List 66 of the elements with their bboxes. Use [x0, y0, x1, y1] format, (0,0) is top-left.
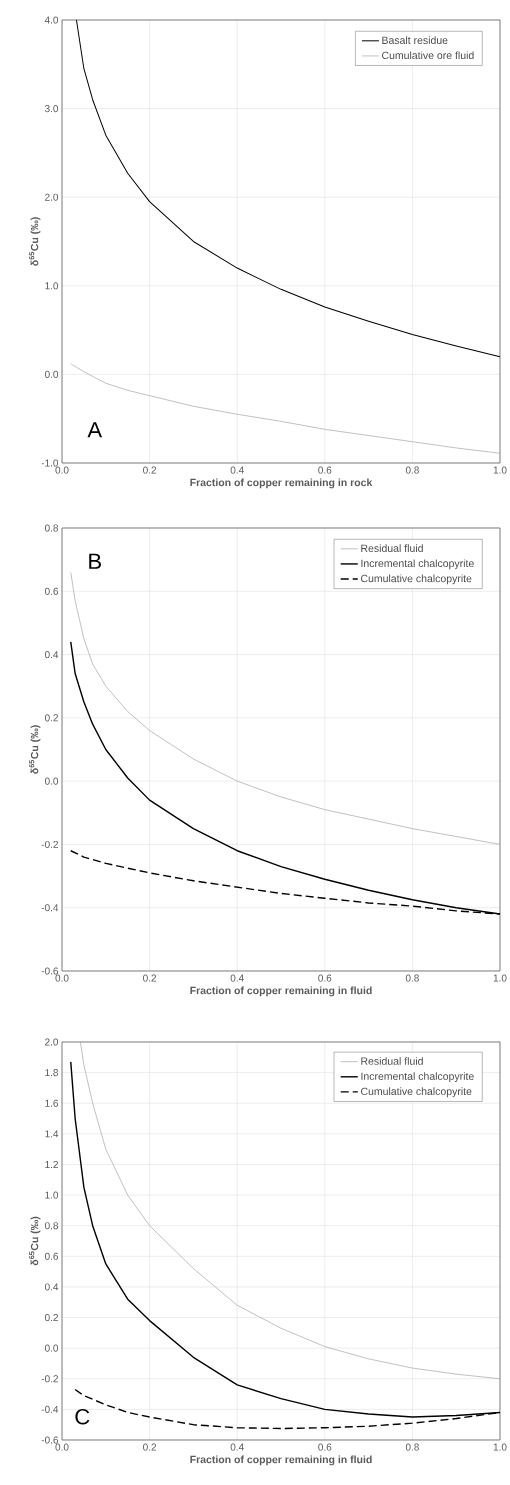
x-tick-label: 0.0 — [55, 1443, 69, 1451]
y-tick-label: -0.6 — [41, 1436, 58, 1444]
x-tick-label: 0.8 — [405, 1443, 419, 1451]
y-tick-label: -0.6 — [41, 967, 58, 975]
x-tick-label: 0.0 — [55, 466, 69, 474]
y-tick-label: 0.4 — [44, 651, 59, 659]
y-tick-label: 1.6 — [45, 1099, 58, 1107]
y-tick-label: 4.0 — [44, 16, 58, 24]
y-axis-title: δ$^{65}$Cu (‰) — [28, 725, 41, 774]
legend-label: Basalt residue — [382, 36, 448, 44]
y-tick-label: 0.6 — [44, 1252, 58, 1260]
y-tick-label: -0.2 — [41, 1375, 58, 1383]
x-tick-label: 0.4 — [230, 974, 244, 982]
line-series — [79, 1041, 501, 1380]
y-tick-label: -0.4 — [41, 1405, 59, 1413]
x-tick-label: 1.0 — [493, 1443, 507, 1451]
y-tick-label: 1.0 — [45, 1191, 58, 1199]
y-tick-label: 1.8 — [45, 1069, 58, 1077]
legend-label: Incremental chalcopyrite — [361, 1072, 474, 1083]
y-tick-label: 0.6 — [44, 587, 58, 595]
y-tick-label: -1.0 — [41, 459, 58, 467]
y-tick-label: 1.2 — [45, 1160, 58, 1168]
legend-label: Cumulative ore fluid — [381, 51, 474, 60]
legend-label: Residual fluid — [361, 544, 423, 552]
x-axis-title: Fraction of copper remaining in rock — [190, 478, 373, 489]
x-tick-label: 0.0 — [55, 974, 69, 982]
y-tick-label: -0.2 — [41, 840, 58, 848]
x-tick-label: 0.4 — [230, 1443, 244, 1451]
x-tick-label: 1.0 — [493, 974, 507, 982]
y-tick-label: 3.0 — [44, 105, 58, 113]
y-tick-label: 0.4 — [44, 1283, 59, 1291]
x-tick-label: 0.8 — [405, 974, 419, 982]
x-tick-label: 0.8 — [405, 466, 419, 474]
y-tick-label: 1.4 — [45, 1130, 59, 1138]
legend-label: Residual fluid — [361, 1057, 423, 1065]
x-axis-title: Fraction of copper remaining in fluid — [190, 986, 372, 997]
y-tick-label: 2.0 — [44, 1038, 58, 1046]
y-tick-label: 2.0 — [44, 193, 58, 201]
line-series — [75, 19, 501, 358]
x-tick-label: 0.4 — [230, 466, 244, 474]
y-tick-label: 0.2 — [44, 714, 58, 722]
x-tick-label: 0.2 — [142, 974, 156, 982]
annotation: A — [87, 422, 102, 438]
x-tick-label: 1.0 — [493, 466, 507, 474]
y-tick-label: 0.0 — [44, 370, 58, 378]
x-tick-label: 0.6 — [318, 974, 332, 982]
x-tick-label: 0.6 — [318, 466, 332, 474]
y-tick-label: 0.2 — [44, 1313, 58, 1322]
y-axis-title: δ$^{65}$Cu (‰) — [28, 1216, 41, 1266]
x-axis-title: Fraction of copper remaining in fluid — [190, 1455, 372, 1466]
y-tick-label: 0.0 — [44, 1344, 58, 1352]
y-tick-label: 1.0 — [45, 282, 58, 290]
annotation: C — [75, 1408, 90, 1425]
y-tick-label: 0.0 — [44, 777, 58, 785]
legend-label: Cumulative chalcopyrite — [360, 1087, 472, 1098]
legend-label: Incremental chalcopyrite — [361, 559, 474, 570]
legend-label: Cumulative chalcopyrite — [360, 574, 472, 585]
x-tick-label: 0.2 — [142, 466, 156, 474]
y-tick-label: 0.8 — [44, 1222, 58, 1230]
x-tick-label: 0.6 — [318, 1443, 332, 1451]
y-tick-label: 0.8 — [44, 524, 58, 532]
y-axis-title: δ$^{65}$Cu (‰) — [28, 217, 41, 266]
x-tick-label: 0.2 — [142, 1443, 156, 1451]
annotation: B — [89, 553, 101, 569]
y-tick-label: -0.4 — [41, 904, 59, 912]
line-series — [70, 363, 501, 454]
